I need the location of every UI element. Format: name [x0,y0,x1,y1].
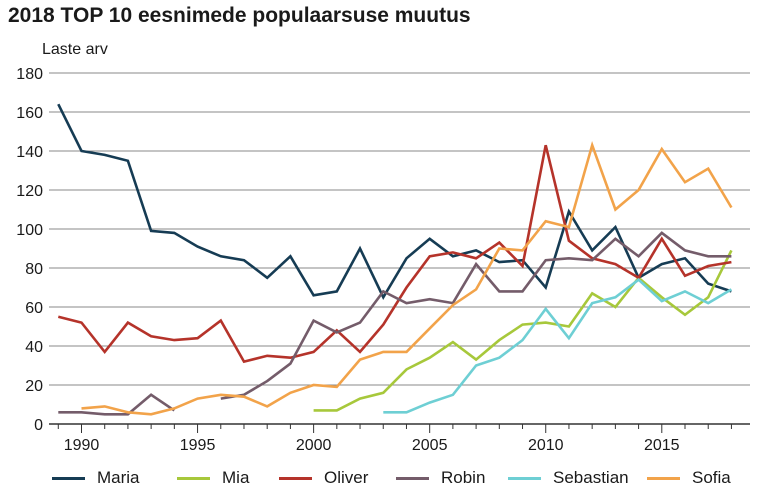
series-line-sebastian [383,278,733,414]
y-tick-labels: 0 20 40 60 80 100 120 140 160 180 [16,66,43,434]
x-tick-label: 1990 [64,437,100,454]
y-tick-label: 60 [25,300,43,317]
legend-swatch [52,476,85,480]
legend-swatch [508,476,541,480]
legend-label: Maria [97,468,140,487]
legend-label: Sofia [692,468,731,487]
y-tick-label: 40 [25,339,43,356]
legend-swatch [647,476,680,480]
legend-label: Mia [222,468,250,487]
legend-item-sebastian: Sebastian [508,468,629,488]
y-tick-label: 0 [34,417,43,434]
legend-item-oliver: Oliver [279,468,368,488]
legend: Maria Mia Oliver Robin Sebastian Sofia [0,468,768,496]
y-tick-label: 180 [16,66,43,83]
legend-item-robin: Robin [396,468,485,488]
x-tick-label: 2015 [644,437,680,454]
y-axis-label: Laste arv [42,41,108,58]
y-tick-label: 80 [25,261,43,278]
x-tick-labels: 1990 1995 2000 2005 2010 2015 [57,424,732,454]
gridlines [49,72,750,386]
legend-item-mia: Mia [177,468,249,488]
y-tick-label: 140 [16,144,43,161]
x-tick-label: 2000 [296,437,332,454]
series-line-oliver [57,144,732,364]
x-tick-label: 2005 [412,437,448,454]
series-line-mia [313,249,733,412]
legend-swatch [279,476,312,480]
legend-swatch [396,476,429,480]
y-tick-label: 20 [25,378,43,395]
legend-item-maria: Maria [52,468,140,488]
series-line-sofia [81,140,733,416]
legend-swatch [177,476,210,480]
series-lines [57,103,733,416]
x-tick-label: 2010 [528,437,564,454]
series-line-maria [57,103,732,301]
legend-label: Sebastian [553,468,629,487]
chart-title: 2018 TOP 10 eesnimede populaarsuse muutu… [8,4,471,27]
legend-label: Robin [441,468,486,487]
series-line-robin [220,231,732,400]
legend-item-sofia: Sofia [647,468,731,488]
y-tick-label: 120 [16,183,43,200]
y-tick-label: 160 [16,105,43,122]
legend-label: Oliver [324,468,369,487]
y-tick-label: 100 [16,222,43,239]
x-tick-label: 1995 [180,437,216,454]
series-line-robin [58,393,176,416]
